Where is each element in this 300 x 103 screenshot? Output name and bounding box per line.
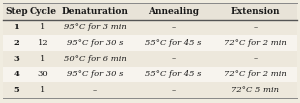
Bar (3, 51, 297, 67)
Text: 55°C for 45 s: 55°C for 45 s (146, 70, 202, 78)
Text: 1: 1 (40, 55, 46, 63)
Text: 5: 5 (14, 86, 19, 94)
Text: 2: 2 (14, 39, 19, 47)
Text: –: – (172, 86, 176, 94)
Text: Denaturation: Denaturation (61, 7, 128, 16)
Text: 72°C for 2 min: 72°C for 2 min (224, 70, 287, 78)
Text: Extension: Extension (231, 7, 280, 16)
Bar (3, 20, 297, 35)
Bar (3, 67, 297, 82)
Text: Annealing: Annealing (148, 7, 199, 16)
Text: –: – (253, 55, 257, 63)
Text: 55°C for 45 s: 55°C for 45 s (146, 39, 202, 47)
Bar (3, 82, 297, 98)
Text: 72°C 5 min: 72°C 5 min (231, 86, 279, 94)
Text: 4: 4 (14, 70, 19, 78)
Text: –: – (172, 23, 176, 31)
Text: Cycle: Cycle (30, 7, 57, 16)
Text: 72°C for 2 min: 72°C for 2 min (224, 39, 287, 47)
Text: 95°C for 3 min: 95°C for 3 min (64, 23, 126, 31)
Text: Step: Step (5, 7, 28, 16)
Text: 1: 1 (14, 23, 19, 31)
Text: 3: 3 (14, 55, 19, 63)
Text: 95°C for 30 s: 95°C for 30 s (67, 39, 123, 47)
Text: –: – (93, 86, 97, 94)
Text: –: – (172, 55, 176, 63)
Text: 12: 12 (38, 39, 48, 47)
Text: 30: 30 (38, 70, 48, 78)
Text: 50°C for 6 min: 50°C for 6 min (64, 55, 126, 63)
Bar (3, 35, 297, 51)
Text: 95°C for 30 s: 95°C for 30 s (67, 70, 123, 78)
Bar (3, 3, 297, 20)
Text: 1: 1 (40, 86, 46, 94)
Text: 1: 1 (40, 23, 46, 31)
Text: –: – (253, 23, 257, 31)
